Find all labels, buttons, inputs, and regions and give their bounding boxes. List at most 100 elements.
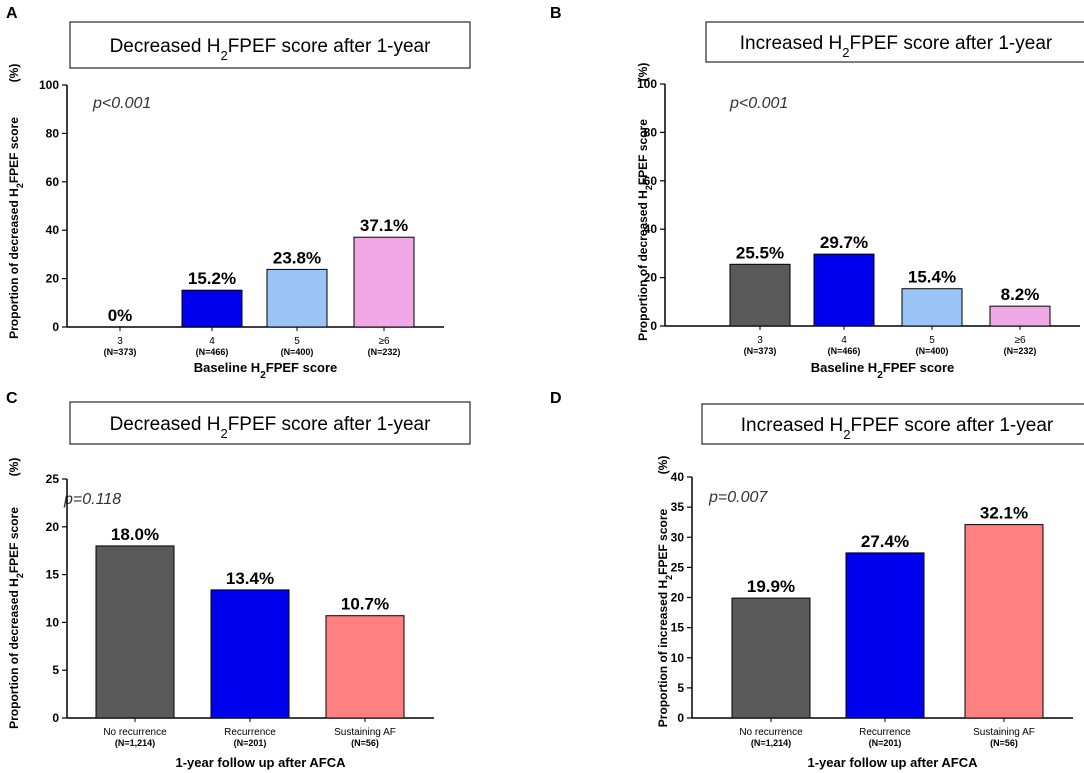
bar xyxy=(325,615,405,719)
bar xyxy=(266,268,328,328)
x-tick-count: (N=232) xyxy=(368,347,401,357)
x-tick-count: (N=466) xyxy=(828,346,861,356)
p-value-d: p=0.007 xyxy=(708,489,768,506)
x-axis-label-d: 1-year follow up after AFCA xyxy=(808,755,979,770)
y-tick-label: 60 xyxy=(644,174,658,188)
title-box-a xyxy=(69,21,471,69)
bar xyxy=(964,524,1044,719)
x-tick-count: (N=466) xyxy=(196,347,229,357)
y-axis-unit-b: (%) xyxy=(636,63,650,82)
x-tick-label: Sustaining AF xyxy=(334,727,396,738)
x-tick-label: ≥6 xyxy=(1014,335,1025,346)
y-tick-label: 25 xyxy=(46,472,60,486)
bar xyxy=(813,253,875,327)
chart-panel-d: D Increased H2FPEF score after 1-year p=0.… xyxy=(542,386,1084,773)
chart-title-b: Increased H2FPEF score after 1-year xyxy=(740,33,1053,60)
panel-letter-d: D xyxy=(550,390,562,407)
chart-panel-c: C Decreased H2FPEF score after 1-year p=0.… xyxy=(0,386,542,773)
x-tick-label: 4 xyxy=(841,335,847,346)
data-label: 13.4% xyxy=(226,569,274,588)
data-label: 32.1% xyxy=(980,504,1028,523)
bar xyxy=(181,289,243,328)
data-label: 18.0% xyxy=(111,525,159,544)
p-value-a: p<0.001 xyxy=(92,95,151,112)
y-tick-label: 15 xyxy=(46,568,60,582)
x-axis-label-c: 1-year follow up after AFCA xyxy=(176,755,347,770)
x-tick-count: (N=373) xyxy=(744,346,777,356)
bar xyxy=(729,263,791,327)
x-tick-label: No recurrence xyxy=(103,727,167,738)
x-tick-count: (N=1,214) xyxy=(115,738,155,748)
y-tick-label: 100 xyxy=(39,78,59,92)
chart-title-a: Decreased H2FPEF score after 1-year xyxy=(110,36,432,63)
x-tick-count: (N=400) xyxy=(281,347,314,357)
y-tick-label: 40 xyxy=(671,470,685,484)
x-tick-count: (N=232) xyxy=(1004,346,1037,356)
x-tick-count: (N=56) xyxy=(351,738,379,748)
title-box-d xyxy=(701,403,1084,445)
y-tick-label: 0 xyxy=(52,711,59,725)
x-tick-label: 3 xyxy=(757,335,763,346)
chart-title-c: Decreased H2FPEF score after 1-year xyxy=(110,414,432,441)
y-axis-label-b: Proportion of decreased H2FPEF score xyxy=(636,119,654,341)
x-tick-label: Recurrence xyxy=(224,727,276,738)
panel-letter-b: B xyxy=(550,5,562,22)
bar xyxy=(731,597,811,719)
panel-letter-a: A xyxy=(6,5,18,22)
y-tick-label: 25 xyxy=(671,560,685,574)
data-label: 27.4% xyxy=(861,532,909,551)
chart-svg-b: B Increased H2FPEF score after 1-year p<0.… xyxy=(550,5,1084,381)
y-tick-label: 10 xyxy=(46,615,60,629)
chart-panel-a: A Decreased H2FPEF score after 1-year p<0.… xyxy=(0,0,542,386)
data-label: 19.9% xyxy=(747,577,795,596)
x-tick-label: 5 xyxy=(929,335,935,346)
x-axis-label-a: Baseline H2FPEF score xyxy=(194,360,338,381)
y-axis-label-d: Proportion of increased H2FPEF score xyxy=(656,508,674,727)
bar xyxy=(989,305,1051,327)
y-tick-label: 40 xyxy=(46,223,60,237)
y-tick-label: 20 xyxy=(671,591,685,605)
y-axis-unit-d: (%) xyxy=(656,456,670,475)
y-tick-label: 60 xyxy=(46,175,60,189)
y-tick-label: 5 xyxy=(52,663,59,677)
y-axis-unit-c: (%) xyxy=(7,458,21,477)
y-tick-label: 80 xyxy=(46,126,60,140)
data-label: 15.4% xyxy=(908,268,956,287)
y-tick-label: 20 xyxy=(46,520,60,534)
chart-svg-a: A Decreased H2FPEF score after 1-year p<0.… xyxy=(6,5,471,381)
chart-svg-c: C Decreased H2FPEF score after 1-year p=0.… xyxy=(6,390,471,770)
bar xyxy=(95,545,175,719)
data-label: 15.2% xyxy=(188,269,236,288)
panel-letter-c: C xyxy=(6,390,18,407)
data-label: 29.7% xyxy=(820,233,868,252)
data-label: 37.1% xyxy=(360,216,408,235)
x-tick-count: (N=56) xyxy=(990,738,1018,748)
y-tick-label: 5 xyxy=(677,681,684,695)
p-value-c: p=0.118 xyxy=(63,491,121,508)
bar xyxy=(901,288,963,327)
y-tick-label: 20 xyxy=(644,271,658,285)
data-label: 8.2% xyxy=(1001,285,1040,304)
title-box-b xyxy=(705,21,1084,63)
y-axis-label-a: Proportion of decreased H2FPEF score xyxy=(7,117,25,339)
y-tick-label: 20 xyxy=(46,272,60,286)
bar xyxy=(353,236,415,328)
y-tick-label: 40 xyxy=(644,222,658,236)
bar xyxy=(845,552,925,719)
x-axis-label-b: Baseline H2FPEF score xyxy=(811,360,955,381)
y-tick-label: 80 xyxy=(644,125,658,139)
p-value-b: p<0.001 xyxy=(729,95,788,112)
bar xyxy=(210,589,290,719)
y-axis-unit-a: (%) xyxy=(7,64,21,83)
x-tick-count: (N=201) xyxy=(234,738,267,748)
y-tick-label: 15 xyxy=(671,621,685,635)
data-label: 23.8% xyxy=(273,248,321,267)
title-box-c xyxy=(69,401,471,445)
y-tick-label: 0 xyxy=(677,711,684,725)
y-tick-label: 0 xyxy=(650,319,657,333)
x-tick-label: 4 xyxy=(209,336,215,347)
chart-title-d: Increased H2FPEF score after 1-year xyxy=(741,415,1054,442)
y-tick-label: 35 xyxy=(671,500,685,514)
x-tick-label: Sustaining AF xyxy=(973,727,1035,738)
x-tick-count: (N=1,214) xyxy=(751,738,791,748)
